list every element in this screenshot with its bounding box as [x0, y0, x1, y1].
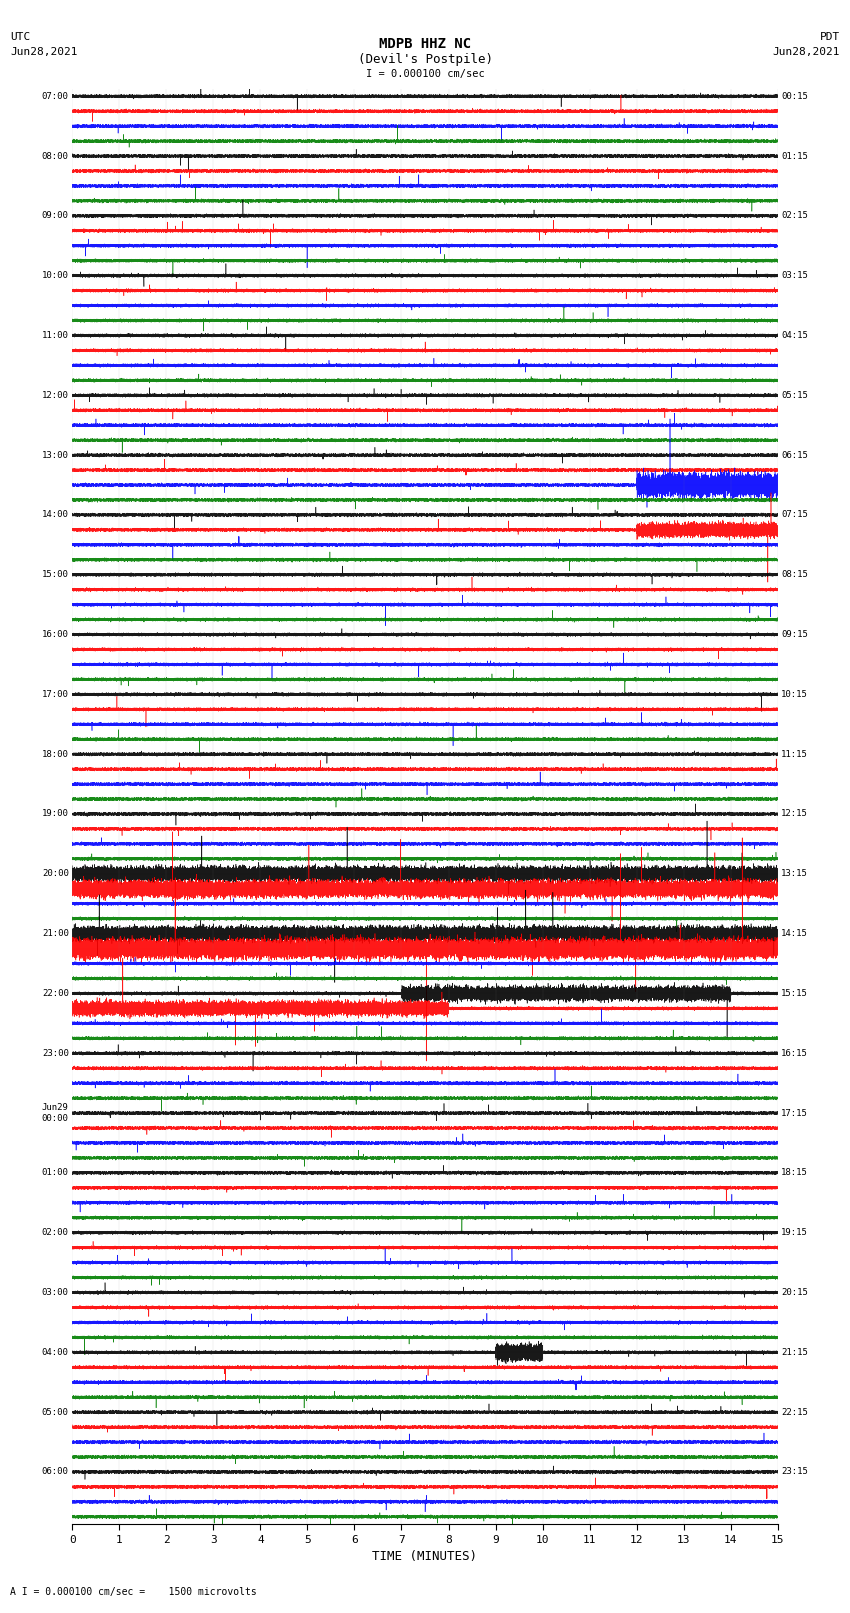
- Text: 21:00: 21:00: [42, 929, 69, 939]
- Text: 22:00: 22:00: [42, 989, 69, 998]
- Text: 23:00: 23:00: [42, 1048, 69, 1058]
- Text: 20:15: 20:15: [781, 1289, 808, 1297]
- Text: 04:15: 04:15: [781, 331, 808, 340]
- Text: 09:15: 09:15: [781, 631, 808, 639]
- Text: Jun29
00:00: Jun29 00:00: [42, 1103, 69, 1123]
- Text: 16:15: 16:15: [781, 1048, 808, 1058]
- Text: A I = 0.000100 cm/sec =    1500 microvolts: A I = 0.000100 cm/sec = 1500 microvolts: [10, 1587, 257, 1597]
- Text: Jun28,2021: Jun28,2021: [10, 47, 77, 56]
- Text: 21:15: 21:15: [781, 1348, 808, 1357]
- Text: 02:00: 02:00: [42, 1227, 69, 1237]
- X-axis label: TIME (MINUTES): TIME (MINUTES): [372, 1550, 478, 1563]
- Text: 20:00: 20:00: [42, 869, 69, 879]
- Text: 00:15: 00:15: [781, 92, 808, 100]
- Text: 10:00: 10:00: [42, 271, 69, 281]
- Text: 04:00: 04:00: [42, 1348, 69, 1357]
- Text: 14:00: 14:00: [42, 510, 69, 519]
- Text: 09:00: 09:00: [42, 211, 69, 221]
- Text: 23:15: 23:15: [781, 1468, 808, 1476]
- Text: 19:15: 19:15: [781, 1227, 808, 1237]
- Text: 11:00: 11:00: [42, 331, 69, 340]
- Text: 14:15: 14:15: [781, 929, 808, 939]
- Text: 16:00: 16:00: [42, 631, 69, 639]
- Text: 15:00: 15:00: [42, 571, 69, 579]
- Text: 02:15: 02:15: [781, 211, 808, 221]
- Text: 18:00: 18:00: [42, 750, 69, 758]
- Text: MDPB HHZ NC: MDPB HHZ NC: [379, 37, 471, 52]
- Text: 07:15: 07:15: [781, 510, 808, 519]
- Text: 08:15: 08:15: [781, 571, 808, 579]
- Text: 06:00: 06:00: [42, 1468, 69, 1476]
- Text: 07:00: 07:00: [42, 92, 69, 100]
- Text: 15:15: 15:15: [781, 989, 808, 998]
- Text: UTC: UTC: [10, 32, 31, 42]
- Text: (Devil's Postpile): (Devil's Postpile): [358, 53, 492, 66]
- Text: 03:15: 03:15: [781, 271, 808, 281]
- Text: 13:00: 13:00: [42, 450, 69, 460]
- Text: 18:15: 18:15: [781, 1168, 808, 1177]
- Text: 08:00: 08:00: [42, 152, 69, 161]
- Text: 19:00: 19:00: [42, 810, 69, 818]
- Text: 01:00: 01:00: [42, 1168, 69, 1177]
- Text: 13:15: 13:15: [781, 869, 808, 879]
- Text: 17:00: 17:00: [42, 690, 69, 698]
- Text: 11:15: 11:15: [781, 750, 808, 758]
- Text: 06:15: 06:15: [781, 450, 808, 460]
- Text: Jun28,2021: Jun28,2021: [773, 47, 840, 56]
- Text: 03:00: 03:00: [42, 1289, 69, 1297]
- Text: 22:15: 22:15: [781, 1408, 808, 1416]
- Text: 12:00: 12:00: [42, 390, 69, 400]
- Text: I = 0.000100 cm/sec: I = 0.000100 cm/sec: [366, 69, 484, 79]
- Text: 01:15: 01:15: [781, 152, 808, 161]
- Text: 17:15: 17:15: [781, 1108, 808, 1118]
- Text: 12:15: 12:15: [781, 810, 808, 818]
- Text: PDT: PDT: [819, 32, 840, 42]
- Text: 10:15: 10:15: [781, 690, 808, 698]
- Text: 05:00: 05:00: [42, 1408, 69, 1416]
- Text: 05:15: 05:15: [781, 390, 808, 400]
